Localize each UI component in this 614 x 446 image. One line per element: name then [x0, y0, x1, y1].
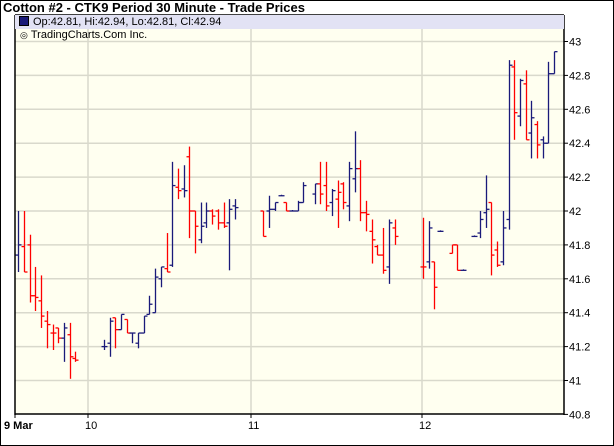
ohlc-readout: Op:42.81, Hi:42.94, Lo:42.81, Cl:42.94	[33, 16, 222, 28]
plot-area	[15, 15, 564, 414]
ohlc-bar	[340, 182, 347, 210]
y-tick-label: 41.4	[569, 308, 590, 320]
ohlc-bar	[215, 209, 222, 230]
series-color-swatch-icon	[19, 16, 29, 26]
ohlc-bar	[32, 266, 39, 312]
ohlc-bar	[323, 161, 330, 211]
ohlc-bar	[55, 327, 62, 344]
copyright-icon: ◎	[20, 30, 28, 40]
ohlc-bar	[551, 51, 558, 75]
y-tick-label: 42	[569, 206, 581, 218]
ohlc-bar	[386, 219, 393, 284]
ohlc-bar	[454, 244, 461, 271]
ohlc-bar	[517, 78, 524, 127]
ohlc-bar	[260, 210, 267, 238]
ohlc-bar	[164, 233, 171, 273]
y-tick-label: 42.4	[569, 138, 590, 150]
ohlc-bar	[44, 311, 51, 349]
ohlc-bar	[477, 211, 484, 239]
chart-title: Cotton #2 - CTK9 Period 30 Minute - Trad…	[3, 0, 305, 15]
ohlc-bar	[232, 199, 239, 220]
ohlc-bar	[369, 219, 376, 264]
ohlc-bar	[135, 332, 142, 349]
ohlc-bar	[146, 295, 153, 316]
ohlc-bar	[471, 235, 478, 238]
ohlc-bar	[192, 210, 199, 254]
ohlc-bar	[67, 322, 74, 379]
y-tick-label: 42.8	[569, 70, 590, 82]
ohlc-bar	[158, 266, 165, 288]
ohlc-bar	[101, 339, 108, 350]
ohlc-bar	[209, 209, 216, 225]
y-tick-label: 43	[569, 37, 581, 49]
ohlc-bar	[534, 121, 541, 159]
ohlc-bar	[511, 60, 518, 140]
ohlc-bar	[266, 195, 273, 228]
ohlc-bar	[50, 324, 57, 350]
ohlc-bar	[460, 269, 467, 271]
ohlc-bar	[363, 200, 370, 232]
ohlc-bar	[426, 221, 433, 269]
ohlc-bar	[107, 317, 114, 357]
y-tick-label: 42.6	[569, 104, 590, 116]
x-tick-label: 9 Mar	[4, 420, 33, 432]
credit-line: ◎ TradingCharts.Com Inc.	[15, 29, 147, 42]
y-tick-label: 41.8	[569, 240, 590, 252]
ohlc-bar	[335, 180, 342, 228]
x-tick-label: 10	[85, 420, 97, 432]
ohlc-bar	[392, 219, 399, 245]
ohlc-bar	[488, 201, 495, 276]
ohlc-bar	[494, 241, 501, 267]
ohlc-bar	[357, 160, 364, 222]
ohlc-bar	[21, 211, 28, 273]
ohlc-bar	[141, 315, 148, 334]
ohlc-bar	[226, 199, 233, 271]
ohlc-bar	[317, 161, 324, 205]
ohlc-bar	[437, 230, 444, 232]
ohlc-bar	[483, 175, 490, 228]
ohlc-bar	[203, 202, 210, 228]
y-tick-label: 40.8	[569, 409, 590, 421]
ohlc-readout-bar: Op:42.81, Hi:42.94, Lo:42.81, Cl:42.94	[15, 15, 564, 29]
x-tick-label: 11	[248, 420, 259, 432]
y-tick-label: 41	[569, 376, 581, 388]
ohlc-bar	[175, 168, 182, 200]
ohlc-bar	[15, 211, 22, 273]
credit-text: TradingCharts.Com Inc.	[30, 29, 148, 41]
ohlc-bar	[523, 70, 530, 141]
ohlc-bar	[506, 60, 513, 230]
x-tick-label: 12	[419, 420, 431, 432]
ohlc-bar	[528, 100, 535, 159]
y-tick-label: 41.2	[569, 342, 590, 354]
ohlc-bar	[169, 161, 176, 267]
ohlc-bar	[374, 244, 381, 256]
ohlc-bar	[278, 194, 285, 197]
ohlc-bar	[61, 322, 68, 362]
ohlc-bar	[431, 261, 438, 310]
ohlc-bar	[112, 317, 119, 349]
ohlc-bar	[283, 201, 290, 212]
ohlc-bar	[420, 217, 427, 279]
y-tick-label: 42.2	[569, 172, 590, 184]
ohlc-bar	[221, 202, 228, 228]
ohlc-bar	[329, 188, 336, 217]
ohlc-bar	[118, 313, 125, 331]
ohlc-bar	[300, 182, 307, 204]
ohlc-bar	[186, 146, 193, 239]
ohlc-bar	[545, 61, 552, 144]
ohlc-bar	[272, 201, 279, 211]
y-tick-label: 41.6	[569, 274, 590, 286]
ohlc-bar	[500, 211, 507, 266]
ohlc-bar	[129, 332, 136, 344]
ohlc-bar	[346, 161, 353, 222]
ohlc-bar	[380, 227, 387, 274]
ohlc-bar	[152, 268, 159, 314]
ohlc-bar	[181, 165, 188, 198]
ohlc-bar	[198, 202, 205, 244]
ohlc-bar	[38, 275, 45, 328]
ohlc-bar	[72, 351, 79, 362]
ohlc-bar	[289, 210, 296, 212]
